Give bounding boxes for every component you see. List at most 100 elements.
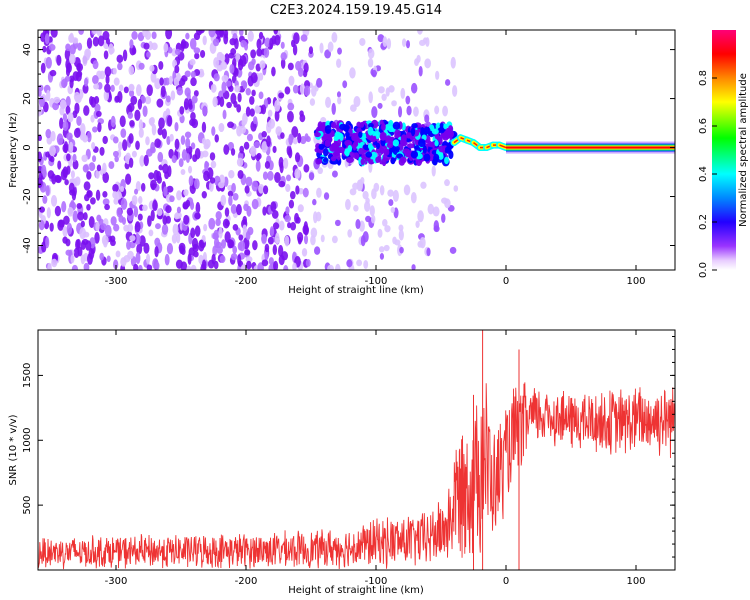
- heatmap-cell: [51, 258, 58, 268]
- y-tick-label: 500: [22, 496, 33, 515]
- heatmap-cell: [71, 264, 78, 270]
- heatmap-cell: [250, 49, 257, 59]
- heatmap-cell: [261, 259, 269, 267]
- heatmap-cell: [174, 65, 180, 74]
- heatmap-cell: [422, 145, 427, 154]
- heatmap-cell: [337, 96, 342, 105]
- heatmap-cell: [398, 106, 403, 118]
- heatmap-cell: [388, 199, 394, 206]
- heatmap-cell: [367, 143, 373, 150]
- heatmap-cell: [122, 139, 128, 151]
- x-tick-label: -300: [105, 276, 128, 287]
- heatmap-cell: [450, 56, 456, 69]
- heatmap-cell: [334, 219, 341, 227]
- heatmap-cell: [112, 136, 119, 144]
- heatmap-cell: [237, 58, 244, 71]
- spectrogram-y-ticks: -40 -20 0 20 40: [22, 36, 675, 271]
- heatmap-cell: [228, 170, 235, 179]
- heatmap-cell: [269, 226, 275, 237]
- heatmap-cell: [96, 30, 102, 37]
- heatmap-cell: [288, 133, 294, 146]
- colorbar: 0.0 0.2 0.4 0.6 0.8 Normalized spectral ampl…: [698, 30, 749, 278]
- heatmap-cell: [156, 170, 162, 181]
- heatmap-cell: [271, 209, 279, 219]
- heatmap-cell: [322, 157, 329, 163]
- heatmap-cell: [346, 156, 354, 164]
- heatmap-cell: [262, 171, 269, 181]
- heatmap-cell: [176, 87, 184, 96]
- y-tick-label: 40: [22, 43, 33, 56]
- heatmap-cell: [295, 216, 301, 224]
- heatmap-cell: [211, 253, 216, 265]
- heatmap-cell: [75, 239, 80, 251]
- heatmap-cell: [322, 147, 329, 157]
- heatmap-cell: [292, 84, 299, 94]
- heatmap-cell: [327, 264, 334, 270]
- heatmap-cell: [61, 78, 68, 89]
- heatmap-cell: [223, 30, 229, 39]
- heatmap-cell: [353, 96, 361, 108]
- heatmap-cell: [51, 173, 57, 185]
- heatmap-cell: [405, 132, 412, 139]
- heatmap-cell: [82, 54, 88, 67]
- heatmap-cell: [275, 126, 282, 136]
- heatmap-cell: [131, 31, 138, 40]
- heatmap-cell: [152, 199, 158, 212]
- heatmap-cell: [239, 30, 244, 37]
- heatmap-cell: [201, 121, 207, 133]
- heatmap-cell: [274, 232, 280, 245]
- heatmap-cell: [274, 34, 281, 46]
- heatmap-cell: [221, 75, 229, 82]
- heatmap-cell: [93, 83, 100, 90]
- heatmap-cell: [40, 62, 46, 74]
- heatmap-cell: [203, 223, 208, 232]
- heatmap-cell: [95, 189, 101, 201]
- heatmap-cell: [219, 255, 226, 263]
- x-tick-label: 0: [503, 276, 509, 287]
- heatmap-cell: [264, 161, 271, 169]
- heatmap-cell: [144, 96, 152, 105]
- heatmap-cell: [148, 172, 155, 180]
- heatmap-cell: [402, 148, 410, 154]
- heatmap-cell: [411, 264, 416, 270]
- heatmap-cell: [117, 90, 123, 103]
- heatmap-cell: [62, 225, 68, 237]
- heatmap-cell: [224, 53, 230, 65]
- heatmap-cell: [187, 165, 193, 174]
- heatmap-cell: [194, 52, 200, 60]
- heatmap-cell: [278, 92, 285, 99]
- heatmap-cell: [237, 92, 242, 103]
- heatmap-cell: [274, 109, 280, 122]
- heatmap-cell: [367, 126, 374, 136]
- heatmap-cell: [128, 89, 135, 97]
- heatmap-cell: [195, 201, 201, 214]
- heatmap-cell: [245, 230, 251, 241]
- heatmap-cell: [95, 222, 100, 232]
- heatmap-cell: [302, 224, 309, 235]
- y-tick-label: 1500: [22, 363, 33, 388]
- heatmap-cell: [178, 158, 184, 168]
- heatmap-cell: [166, 115, 173, 127]
- heatmap-cell: [309, 98, 316, 106]
- heatmap-cell: [68, 141, 74, 154]
- heatmap-cell: [303, 234, 309, 245]
- heatmap-cell: [156, 98, 164, 108]
- heatmap-cell: [416, 54, 421, 63]
- heatmap-cell: [92, 155, 97, 163]
- heatmap-cell: [303, 62, 309, 74]
- heatmap-cell: [280, 132, 285, 139]
- heatmap-cell: [78, 30, 84, 35]
- heatmap-cell: [178, 242, 186, 253]
- heatmap-cell: [434, 105, 440, 115]
- heatmap-cell: [86, 131, 92, 143]
- heatmap-cell: [431, 128, 439, 135]
- heatmap-cell: [194, 178, 200, 190]
- heatmap-cell: [323, 192, 330, 200]
- heatmap-cell: [62, 113, 68, 122]
- heatmap-cell: [253, 141, 260, 149]
- heatmap-cell: [234, 38, 239, 50]
- heatmap-cell: [65, 43, 71, 52]
- heatmap-cell: [127, 250, 134, 260]
- heatmap-cell: [187, 253, 192, 265]
- heatmap-cell: [92, 74, 99, 85]
